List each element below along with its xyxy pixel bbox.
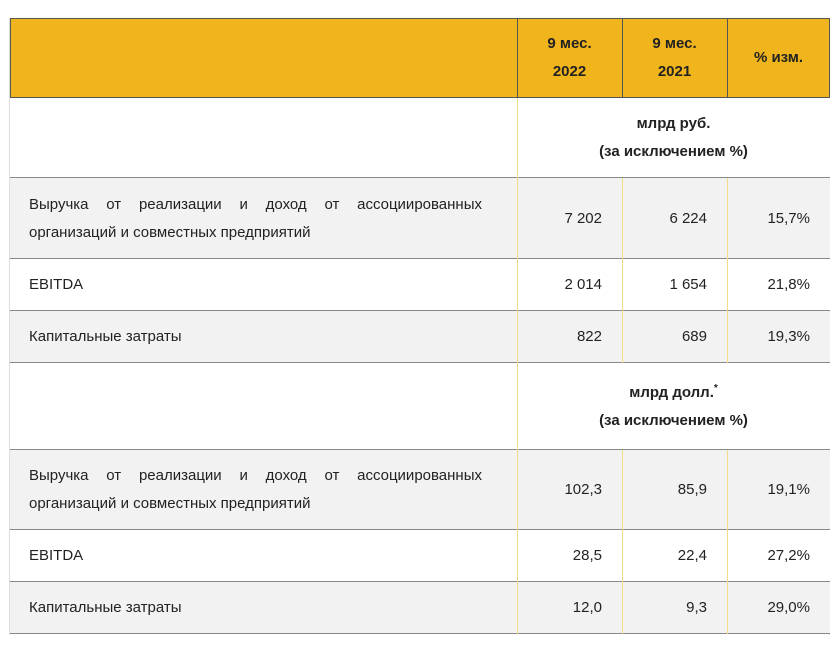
header-cell: 2021 xyxy=(657,63,692,80)
header-cell: % изм. xyxy=(753,49,804,66)
cell-divider xyxy=(622,311,623,363)
unit-text: (за исключением %) xyxy=(517,407,830,435)
header-cell: 9 мес. xyxy=(547,35,592,52)
cell-divider xyxy=(622,530,623,582)
cell-value: 27,2% xyxy=(767,547,810,564)
header-divider xyxy=(622,18,623,98)
cell-divider xyxy=(727,311,728,363)
cell-value: 822 xyxy=(576,328,602,345)
cell-divider xyxy=(517,530,518,582)
unit-divider xyxy=(517,98,518,178)
cell-value: 29,0% xyxy=(767,599,810,616)
unit-text: (за исключением %) xyxy=(517,138,830,166)
cell-value: 19,3% xyxy=(767,328,810,345)
cell-divider xyxy=(517,259,518,311)
footnote-mark: * xyxy=(713,382,718,394)
row-label: Капитальные затраты xyxy=(29,328,182,345)
cell-divider xyxy=(727,582,728,634)
cell-divider xyxy=(622,582,623,634)
data-row xyxy=(10,450,830,530)
cell-value: 9,3 xyxy=(686,599,707,616)
header-cell: 9 мес. xyxy=(652,35,697,52)
cell-divider xyxy=(517,311,518,363)
unit-label: млрд руб. xyxy=(636,115,711,132)
cell-divider xyxy=(727,530,728,582)
cell-value: 1 654 xyxy=(669,276,707,293)
data-row xyxy=(10,311,830,363)
header-divider xyxy=(517,18,518,98)
row-label: Выручка от реализации и доход от ассоции… xyxy=(29,195,482,241)
cell-divider xyxy=(622,178,623,259)
data-row xyxy=(10,259,830,311)
unit-divider xyxy=(517,363,518,450)
cell-value: 689 xyxy=(681,328,707,345)
header-divider xyxy=(727,18,728,98)
cell-value: 28,5 xyxy=(572,547,602,564)
unit-label: (за исключением %) xyxy=(599,411,748,429)
header-cell: 2022 xyxy=(552,63,587,80)
row-label: EBITDA xyxy=(29,276,84,293)
cell-value: 12,0 xyxy=(572,599,602,616)
cell-value: 15,7% xyxy=(767,209,810,227)
unit-row xyxy=(10,98,830,178)
row-label: Выручка от реализации и доход от ассоции… xyxy=(29,467,482,512)
cell-value: 85,9 xyxy=(677,481,707,498)
cell-value: 6 224 xyxy=(669,209,707,227)
data-row xyxy=(10,178,830,259)
cell-divider xyxy=(727,450,728,530)
unit-text: млрд долл.* xyxy=(517,379,830,407)
unit-row xyxy=(10,363,830,450)
cell-value: 21,8% xyxy=(767,276,810,293)
row-label: Капитальные затраты xyxy=(29,599,182,616)
table: 9 мес. 2022 9 мес. 2021 % изм. млрд руб. (за и… xyxy=(9,18,830,635)
data-row xyxy=(10,530,830,582)
unit-label: млрд долл. xyxy=(629,383,714,401)
data-row xyxy=(10,582,830,634)
cell-value: 2 014 xyxy=(564,276,602,293)
unit-label: (за исключением %) xyxy=(599,143,748,160)
row-label: EBITDA xyxy=(29,547,84,564)
cell-divider xyxy=(622,259,623,311)
cell-value: 22,4 xyxy=(677,547,707,564)
cell-divider xyxy=(727,178,728,259)
cell-value: 7 202 xyxy=(564,209,602,227)
cell-value: 19,1% xyxy=(767,481,810,498)
header-row xyxy=(10,18,830,98)
cell-divider xyxy=(727,259,728,311)
cell-divider xyxy=(517,582,518,634)
cell-value: 102,3 xyxy=(564,481,602,498)
cell-divider xyxy=(517,178,518,259)
cell-divider xyxy=(622,450,623,530)
cell-divider xyxy=(517,450,518,530)
unit-text: млрд руб. xyxy=(517,110,830,138)
